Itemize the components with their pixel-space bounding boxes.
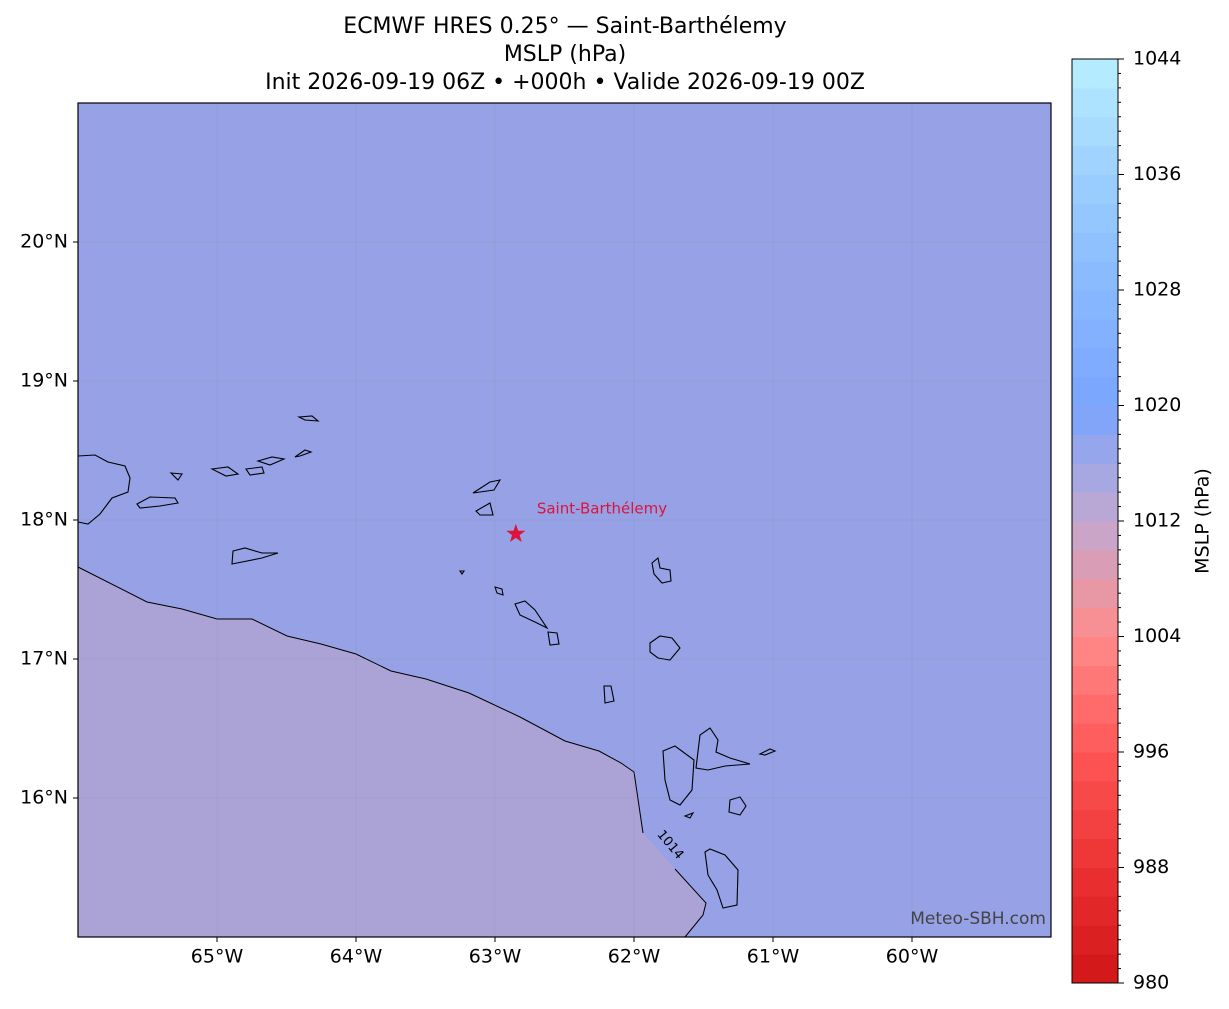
colorbar-tick-label: 1028 <box>1133 279 1181 301</box>
colorbar-band <box>1072 87 1118 118</box>
colorbar-tick-label: 1036 <box>1133 163 1181 185</box>
coastlines <box>77 415 777 909</box>
colorbar-band <box>1072 492 1118 522</box>
colorbar-tick-label: 996 <box>1133 741 1169 763</box>
isobar <box>77 566 707 938</box>
subtitle: MSLP (hPa) <box>504 42 626 67</box>
place-marker <box>506 523 526 542</box>
colorbar-band <box>1072 174 1118 204</box>
colorbar-band <box>1072 665 1118 695</box>
x-tick-label: 62°W <box>608 946 661 968</box>
low-pressure-area <box>78 567 706 937</box>
y-tick-label: 19°N <box>20 370 68 392</box>
title: ECMWF HRES 0.25° — Saint-Barthélemy <box>343 14 786 39</box>
colorbar-band <box>1072 59 1118 89</box>
colorbar-band <box>1072 780 1118 811</box>
watermark: Meteo-SBH.com <box>910 909 1046 929</box>
colorbar-band <box>1072 290 1118 320</box>
colorbar-tick-label: 1020 <box>1133 394 1181 416</box>
colorbar-band <box>1072 347 1118 378</box>
colorbar-band <box>1072 521 1118 551</box>
colorbar-band <box>1072 376 1118 406</box>
colorbar-band <box>1072 752 1118 782</box>
place-label: Saint-Barthélemy <box>537 499 667 517</box>
colorbar-band <box>1072 954 1118 984</box>
colorbar-band <box>1072 896 1118 926</box>
y-tick-label: 17°N <box>20 648 68 670</box>
colorbar-band <box>1072 723 1118 753</box>
colorbar-band <box>1072 809 1118 840</box>
colorbar-band <box>1072 116 1118 147</box>
colorbar-band <box>1072 838 1118 868</box>
y-tick-label: 20°N <box>20 231 68 253</box>
x-tick-label: 63°W <box>469 946 522 968</box>
colorbar-band <box>1072 867 1118 897</box>
colorbar-band <box>1072 636 1118 666</box>
x-tick-label: 64°W <box>330 946 383 968</box>
colorbar-tick-label: 1004 <box>1133 625 1181 647</box>
colorbar-band <box>1072 694 1118 724</box>
colorbar-band <box>1072 261 1118 291</box>
colorbar-band <box>1072 607 1118 637</box>
colorbar-band <box>1072 549 1118 580</box>
colorbar-tick-label: 980 <box>1133 972 1169 994</box>
colorbar-tick-label: 1012 <box>1133 510 1181 532</box>
colorbar-band <box>1072 434 1118 464</box>
colorbar-band <box>1072 405 1118 435</box>
colorbar-band <box>1072 463 1118 493</box>
y-tick-label: 18°N <box>20 509 68 531</box>
colorbar-tick-label: 1044 <box>1133 48 1181 70</box>
colorbar-band <box>1072 318 1118 349</box>
subtitle: Init 2026-09-19 06Z • +000h • Valide 202… <box>265 70 865 95</box>
x-tick-label: 65°W <box>191 946 244 968</box>
colorbar-band <box>1072 578 1118 609</box>
x-tick-label: 60°W <box>886 946 939 968</box>
colorbar-band <box>1072 203 1118 233</box>
y-tick-label: 16°N <box>20 787 68 809</box>
colorbar-label: MSLP (hPa) <box>1192 468 1214 574</box>
colorbar-tick-label: 988 <box>1133 856 1169 878</box>
colorbar-band <box>1072 925 1118 955</box>
x-tick-label: 61°W <box>747 946 800 968</box>
colorbar-band <box>1072 145 1118 175</box>
colorbar-band <box>1072 232 1118 262</box>
